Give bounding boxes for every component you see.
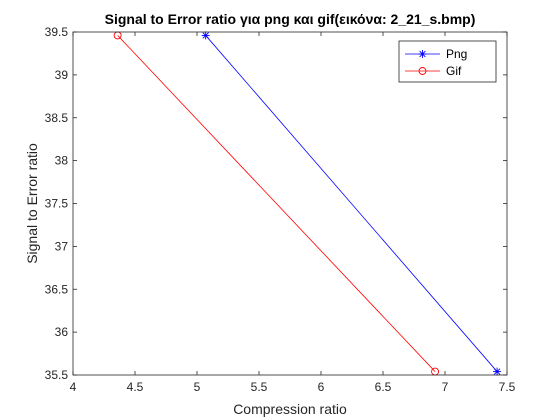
legend-marker-gif bbox=[418, 67, 427, 75]
data-point-png bbox=[201, 31, 210, 40]
x-axis: 4 4.5 5 5.5 6 6.5 7 7.5 bbox=[70, 32, 516, 394]
y-axis: 35.5 36 36.5 37 37.5 38 38.5 39 39.5 bbox=[45, 25, 507, 382]
y-tick-label: 36 bbox=[55, 325, 69, 339]
plot-background bbox=[73, 32, 507, 375]
x-tick-label: 4 bbox=[70, 380, 77, 394]
legend-marker-symbol-gif bbox=[418, 67, 427, 75]
y-axis-label: Signal to Error ratio bbox=[24, 143, 40, 264]
legend-label-png: Png bbox=[446, 47, 467, 61]
y-tick-label: 38.5 bbox=[45, 111, 69, 125]
x-tick-label: 7.5 bbox=[499, 380, 516, 394]
legend-label-gif: Gif bbox=[446, 64, 462, 78]
x-axis-label: Compression ratio bbox=[233, 401, 347, 417]
legend-entry-png: Png bbox=[405, 47, 467, 61]
series-line-gif bbox=[117, 35, 436, 372]
chart-title: Signal to Error ratio για png και gif(ει… bbox=[105, 11, 476, 27]
legend: Png Gif bbox=[398, 40, 497, 83]
x-tick-label: 7 bbox=[442, 380, 449, 394]
y-tick-label: 35.5 bbox=[45, 368, 69, 382]
x-tick-label: 4.5 bbox=[127, 380, 144, 394]
legend-marker-symbol-png bbox=[418, 50, 427, 58]
y-tick-label: 39.5 bbox=[45, 25, 69, 39]
y-tick-label: 38 bbox=[55, 154, 69, 168]
y-tick-label: 39 bbox=[55, 68, 69, 82]
x-tick-label: 5.5 bbox=[251, 380, 268, 394]
x-tick-label: 6.5 bbox=[375, 380, 392, 394]
legend-entry-gif: Gif bbox=[405, 64, 462, 78]
x-tick-label: 6 bbox=[318, 380, 325, 394]
series-line-png bbox=[205, 35, 498, 372]
y-tick-label: 37.5 bbox=[45, 197, 69, 211]
data-point-png bbox=[493, 367, 502, 376]
x-tick-label: 5 bbox=[194, 380, 201, 394]
y-tick-label: 37 bbox=[55, 239, 69, 253]
legend-box bbox=[398, 40, 497, 83]
y-tick-label: 36.5 bbox=[45, 282, 69, 296]
legend-marker-png bbox=[418, 50, 427, 58]
